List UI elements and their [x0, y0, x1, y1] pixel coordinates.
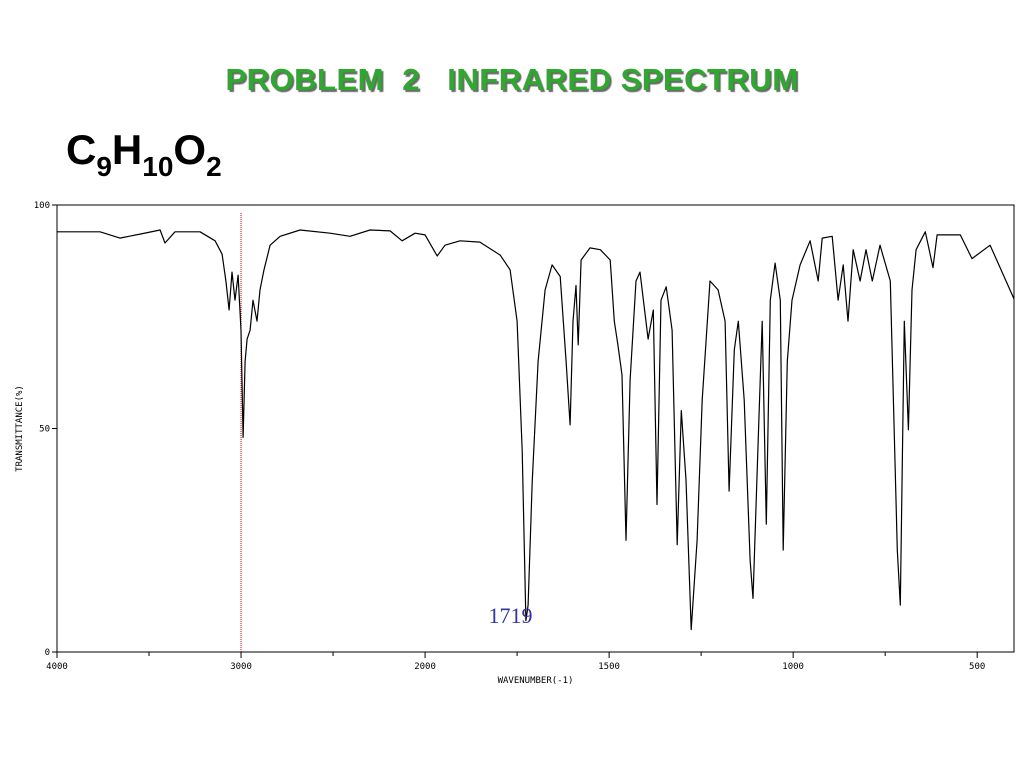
- formula-subscript: 2: [206, 151, 222, 182]
- x-tick-label: 3000: [230, 662, 252, 672]
- formula-element: H: [111, 126, 143, 173]
- spectrum-line: [57, 229, 1015, 631]
- slide-title: PROBLEM 2 INFRARED SPECTRUM: [225, 62, 799, 97]
- x-axis-label: WAVENUMBER(-1): [498, 676, 574, 686]
- y-tick-label: 0: [45, 648, 50, 658]
- y-tick-label: 100: [34, 201, 50, 211]
- x-tick-label: 1500: [598, 662, 620, 672]
- formula-element: C: [66, 126, 97, 173]
- y-tick-label: 50: [39, 425, 50, 435]
- x-tick-label: 1000: [782, 662, 804, 672]
- formula-element: O: [173, 126, 207, 173]
- x-tick-label: 2000: [414, 662, 436, 672]
- formula: C9H10O2: [66, 126, 222, 183]
- formula-subscript: 10: [142, 151, 174, 182]
- peak-annotation: 1719: [489, 603, 533, 628]
- x-tick-label: 500: [969, 662, 985, 672]
- x-tick-label: 4000: [46, 662, 68, 672]
- formula-subscript: 9: [96, 151, 112, 182]
- y-axis-label: TRANSMITTANCE(%): [15, 385, 25, 472]
